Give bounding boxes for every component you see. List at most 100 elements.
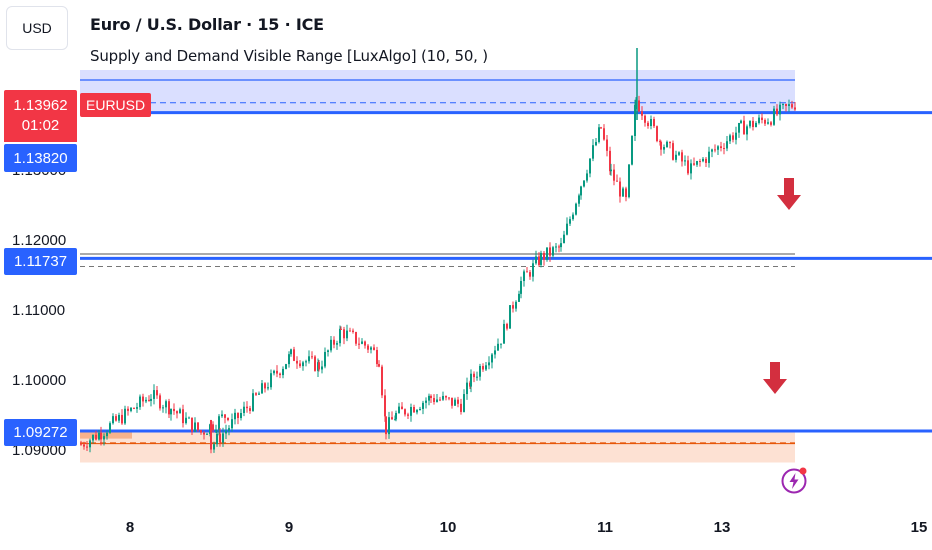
candle-body (538, 256, 540, 265)
candle-body (416, 409, 418, 413)
candle-body (672, 143, 674, 160)
candle-body (188, 417, 190, 419)
candle-body (370, 347, 372, 350)
candle-body (555, 246, 557, 248)
candle-body (118, 414, 120, 421)
candle-body (448, 397, 450, 399)
candle-body (98, 432, 100, 440)
candle-body (176, 411, 178, 414)
candle-body (606, 139, 608, 151)
candle-body (740, 120, 742, 124)
lightning-bolt-icon[interactable] (780, 466, 808, 494)
candle-body (476, 376, 478, 378)
candle-body (133, 407, 135, 409)
candle-body (206, 433, 208, 435)
candle-body (156, 390, 158, 396)
candle-body (237, 412, 239, 419)
candle-body (660, 141, 662, 150)
candle-body (506, 323, 508, 329)
candle-body (578, 195, 580, 204)
candle-body (485, 365, 487, 370)
candle-body (767, 122, 769, 124)
candle-body (732, 135, 734, 140)
candle-body (675, 154, 677, 160)
candle-body (693, 163, 695, 165)
candle-body (523, 271, 525, 282)
candle-body (580, 186, 582, 196)
chart-title: Euro / U.S. Dollar · 15 · ICE (90, 15, 324, 34)
candle-body (600, 127, 602, 129)
candle-body (339, 328, 341, 344)
candle-body (203, 432, 205, 435)
x-tick-label: 10 (439, 519, 457, 536)
candle-body (394, 419, 396, 421)
candle-body (743, 120, 745, 135)
candle-body (503, 323, 505, 344)
candle-body (529, 272, 531, 277)
indicator-label[interactable]: Supply and Demand Visible Range [LuxAlgo… (90, 47, 488, 65)
candle-body (258, 393, 260, 395)
candle-body (240, 412, 242, 419)
candle-body (153, 390, 155, 399)
candle-body (457, 399, 459, 404)
candle-body (738, 123, 740, 133)
candle-body (182, 409, 184, 424)
candle-body (482, 366, 484, 370)
candle-body (148, 399, 150, 401)
candle-body (162, 407, 164, 409)
candle-body (619, 181, 621, 197)
down-arrow-icon (763, 362, 787, 394)
candle-body (224, 414, 226, 418)
candle-body (364, 341, 366, 346)
candle-body (218, 416, 220, 430)
candle-body (83, 444, 85, 447)
candle-body (705, 158, 707, 163)
candle-body (391, 417, 393, 420)
candle-body (305, 361, 307, 363)
candle-body (285, 364, 287, 369)
candle-body (296, 360, 298, 364)
candle-body (543, 252, 545, 260)
candle-body (311, 356, 313, 358)
bar-countdown: 01:02 (21, 117, 60, 134)
candle-body (635, 100, 637, 105)
candle-body (219, 433, 221, 443)
candle-body (641, 111, 643, 116)
candle-body (436, 399, 438, 402)
candle-body (194, 422, 196, 432)
currency-button[interactable]: USD (6, 6, 68, 50)
candle-body (463, 394, 465, 412)
candle-body (735, 132, 737, 140)
candle-body (650, 119, 652, 127)
candle-body (613, 169, 615, 181)
candle-body (276, 370, 278, 374)
candle-body (540, 252, 542, 265)
supply-zone (80, 70, 795, 113)
candle-body (761, 117, 763, 120)
candle-body (770, 122, 772, 125)
candle-body (610, 169, 612, 172)
candle-body (231, 419, 233, 429)
candle-body (488, 362, 490, 366)
x-tick-label: 9 (284, 519, 294, 536)
candle-body (669, 141, 671, 144)
candle-body (622, 188, 624, 197)
candle-body (173, 408, 175, 412)
candle-body (586, 173, 588, 181)
candle-body (515, 301, 517, 309)
candle-body (428, 395, 430, 401)
candle-body (794, 107, 796, 110)
candle-body (267, 387, 269, 389)
candle-body (222, 433, 224, 443)
candle-body (124, 408, 126, 424)
candle-body (445, 395, 447, 398)
candle-body (127, 408, 129, 411)
candle-body (145, 399, 147, 402)
candle-body (425, 400, 427, 403)
level-tag-2: 1.11737 (4, 248, 77, 275)
candle-body (302, 362, 304, 367)
candle-body (494, 350, 496, 355)
candle-body (252, 393, 254, 411)
candle-body (261, 383, 263, 394)
